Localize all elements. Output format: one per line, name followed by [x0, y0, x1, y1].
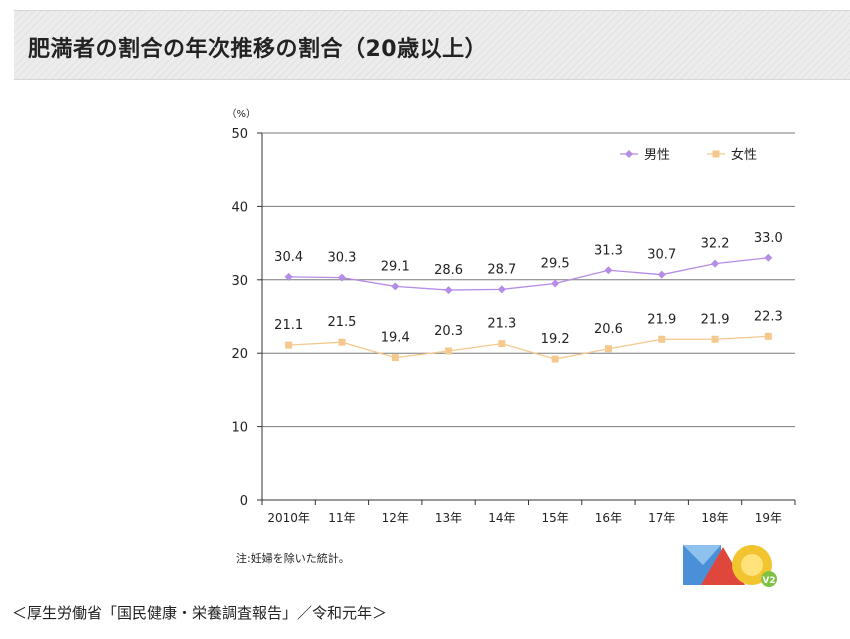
data-label: 28.6	[434, 263, 463, 278]
data-point	[498, 340, 506, 348]
data-point	[657, 270, 666, 279]
data-label: 33.0	[754, 231, 783, 246]
data-label: 20.6	[594, 322, 623, 337]
legend-marker	[625, 150, 633, 158]
data-point	[391, 282, 400, 291]
x-tick-label: 19年	[755, 511, 782, 525]
data-label: 32.2	[701, 237, 730, 252]
data-point	[284, 272, 293, 281]
data-point	[497, 285, 506, 294]
y-unit-label: （%）	[226, 108, 256, 120]
data-point	[338, 338, 346, 346]
data-label: 29.1	[381, 259, 410, 274]
data-label: 20.3	[434, 324, 463, 339]
x-tick-label: 16年	[595, 511, 622, 525]
logo-yellow-inner	[741, 554, 763, 576]
data-label: 30.4	[274, 250, 303, 265]
data-point	[285, 341, 293, 349]
line-chart: 0 10 20 30 40 50 2010年 11年 12年 13年 14年 15年 16年 17年 18年…	[226, 108, 796, 525]
chart-note: 注:妊婦を除いた統計。	[236, 552, 350, 565]
data-point	[445, 347, 453, 355]
y-tick-label: 40	[231, 200, 248, 215]
data-label: 21.3	[487, 317, 516, 332]
data-label: 22.3	[754, 309, 783, 324]
data-point	[764, 253, 773, 262]
page-title: 肥満者の割合の年次推移の割合（20歳以上）	[28, 37, 488, 62]
data-label: 31.3	[594, 243, 623, 258]
site-logo: V2	[683, 545, 777, 587]
data-point	[711, 335, 719, 343]
data-label: 21.5	[327, 315, 356, 330]
data-point	[604, 266, 613, 275]
y-tick-label: 30	[231, 274, 248, 289]
x-tick-label: 12年	[382, 511, 409, 525]
logo-light-facet	[683, 545, 721, 565]
y-tick-label: 50	[231, 127, 248, 142]
data-point	[337, 273, 346, 282]
logo-badge-text: V2	[762, 576, 775, 586]
data-label: 19.2	[541, 332, 570, 347]
series-line	[288, 257, 769, 291]
x-tick-label: 11年	[328, 511, 355, 525]
legend-label: 女性	[731, 147, 757, 163]
legend-marker	[712, 150, 720, 158]
data-label: 21.1	[274, 318, 303, 333]
y-tick-label: 10	[231, 421, 248, 436]
data-point	[391, 354, 399, 362]
x-tick-label: 14年	[488, 511, 515, 525]
data-point	[711, 259, 720, 268]
series-line	[288, 335, 769, 360]
data-point	[604, 345, 612, 353]
data-label: 29.5	[541, 256, 570, 271]
x-tick-label: 13年	[435, 511, 462, 525]
data-point	[444, 286, 453, 295]
data-label: 21.9	[647, 312, 676, 327]
data-label: 30.3	[327, 251, 356, 266]
data-label: 21.9	[701, 312, 730, 327]
logo-green-badge	[761, 571, 777, 587]
x-tick-label: 2010年	[267, 511, 310, 525]
y-tick-label: 20	[231, 347, 248, 362]
data-label: 30.7	[647, 248, 676, 263]
logo-red-triangle	[701, 547, 745, 585]
data-label: 28.7	[487, 262, 516, 277]
y-tick-label: 0	[240, 494, 248, 509]
data-point	[551, 279, 560, 288]
legend-label: 男性	[644, 148, 670, 163]
source-citation: ＜厚生労働省「国民健康・栄養調査報告」／令和元年＞	[12, 604, 388, 622]
x-tick-label: 15年	[542, 511, 569, 525]
title-bar: 肥満者の割合の年次推移の割合（20歳以上）	[14, 10, 850, 80]
x-tick-label: 17年	[648, 511, 675, 525]
data-point	[764, 332, 772, 340]
data-point	[658, 335, 666, 343]
data-point	[551, 355, 559, 363]
x-tick-label: 18年	[701, 511, 728, 525]
data-label: 19.4	[381, 331, 410, 346]
